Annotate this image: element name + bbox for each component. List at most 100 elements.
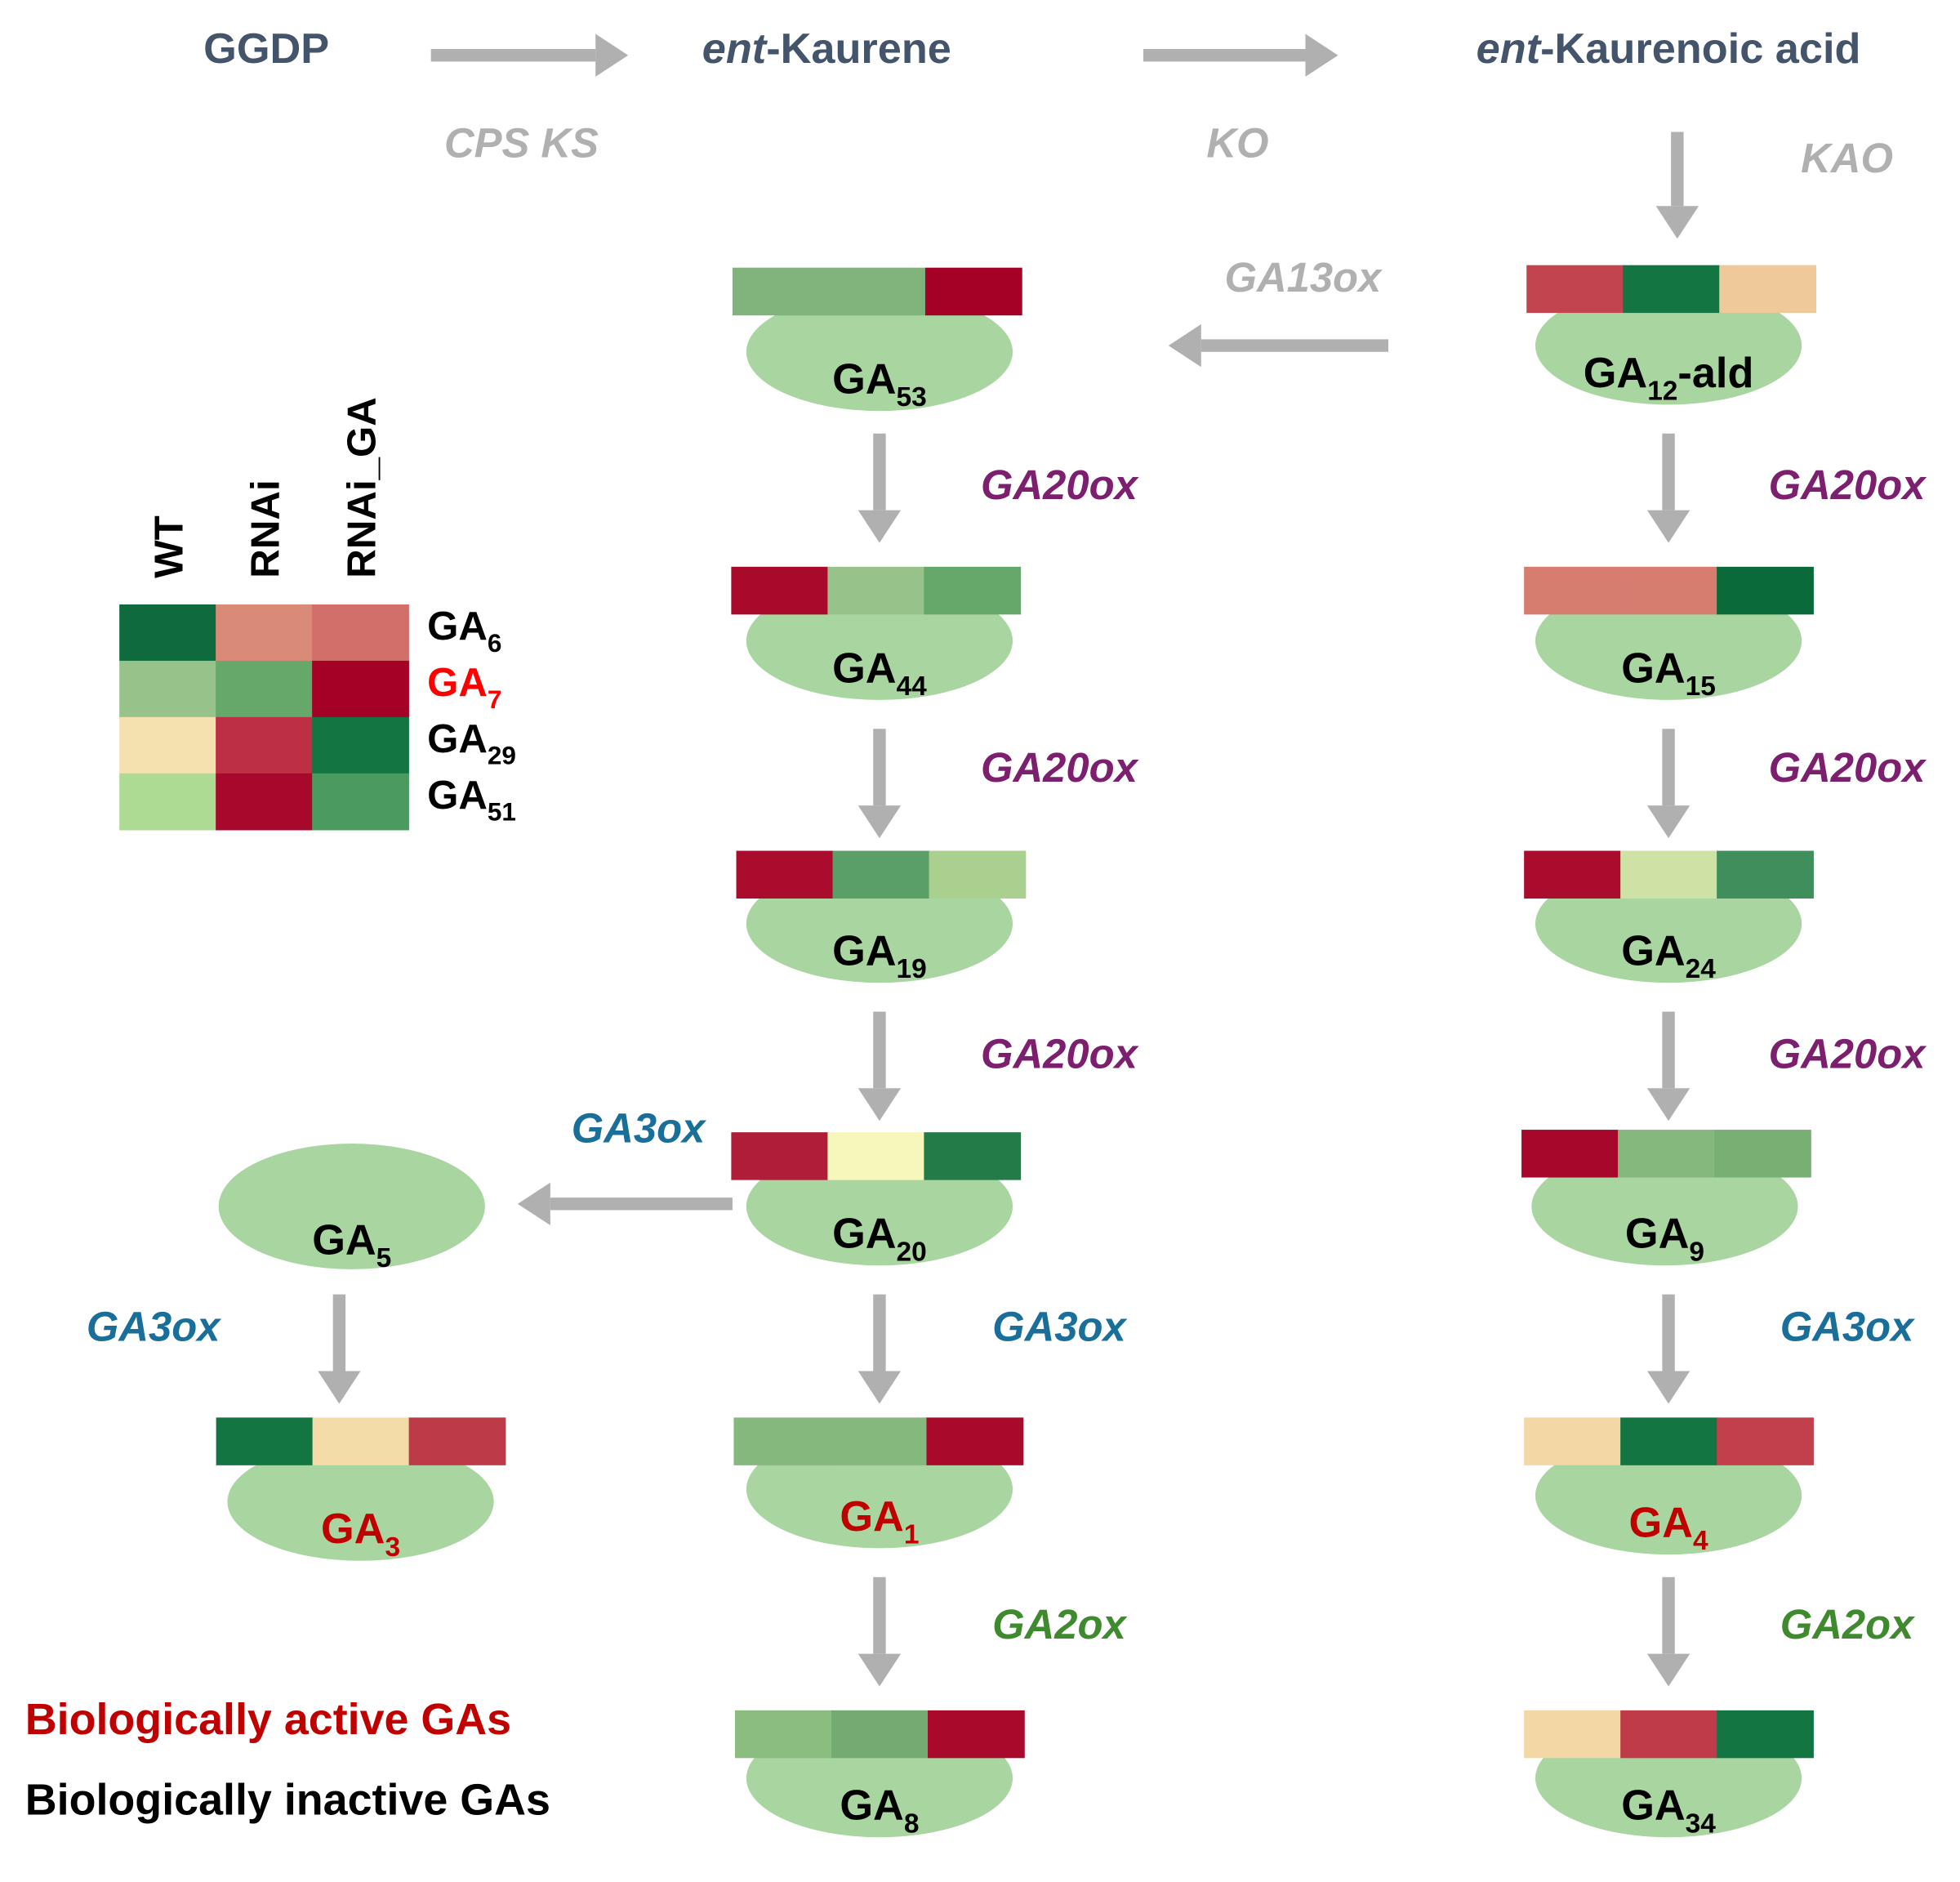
label-base: GA <box>427 604 488 649</box>
heat-cell <box>929 850 1027 899</box>
enzyme-label: GA3ox <box>87 1304 221 1350</box>
enzyme-label: GA20ox <box>981 744 1139 791</box>
heat-cell <box>312 1417 410 1465</box>
heat-cell <box>119 604 216 662</box>
label-base: GA <box>1621 1782 1685 1830</box>
row-label: GA6 <box>427 604 501 658</box>
compound-label: GGDP <box>203 25 329 73</box>
heat-cell <box>1714 1130 1811 1178</box>
label-subscript: 29 <box>488 741 516 770</box>
compound-label: GA53 <box>832 356 927 413</box>
compound-label: GA4 <box>1629 1500 1708 1557</box>
heat-cell <box>924 566 1022 615</box>
arrow-head <box>858 1653 902 1687</box>
compound-label: ent-Kaurenoic acid <box>1477 25 1861 73</box>
label-subscript: 15 <box>1686 671 1716 702</box>
arrow-head <box>1646 510 1690 543</box>
label-subscript: 6 <box>488 628 502 658</box>
legend-inactive: Biologically inactive GAs <box>25 1776 550 1825</box>
label-base: GA <box>840 1782 903 1830</box>
heat-cell <box>1717 1710 1814 1759</box>
heat-cell <box>216 716 313 774</box>
heat-cell <box>736 850 834 899</box>
arrow-head <box>858 1371 902 1404</box>
compound-label: GA12-ald <box>1584 350 1754 407</box>
enzyme-label: GA20ox <box>981 1031 1139 1077</box>
heat-cell <box>732 267 830 316</box>
compound-label: ent-Kaurene <box>702 25 951 73</box>
label-subscript: 9 <box>1689 1237 1704 1267</box>
label-base: GA <box>832 1211 896 1258</box>
arrow-head <box>858 510 902 543</box>
label-subscript: 20 <box>897 1237 927 1267</box>
label-base: GA <box>1584 350 1647 397</box>
heat-cell <box>1620 566 1717 615</box>
enzyme-label: GA13ox <box>1224 254 1383 301</box>
column-label: WT <box>147 515 192 578</box>
heat-cell <box>119 716 216 774</box>
heat-cell <box>1717 850 1814 899</box>
heat-cell <box>1524 1710 1621 1759</box>
enzyme-label: GA20ox <box>1769 1031 1927 1077</box>
arrow-head <box>1305 33 1339 77</box>
heat-cell <box>1719 265 1816 314</box>
compound-node <box>1535 286 1802 405</box>
compound-label: GA8 <box>840 1782 919 1840</box>
label-base: GA <box>832 356 896 404</box>
compound-label: GA15 <box>1621 644 1716 702</box>
compound-label: GA44 <box>832 644 927 702</box>
heat-cell <box>1717 1417 1814 1465</box>
label-subscript: 12 <box>1647 377 1677 407</box>
compound-label: GA20 <box>832 1211 927 1268</box>
label-base: GA <box>1621 644 1685 692</box>
label-subscript: 4 <box>1693 1526 1708 1556</box>
heat-cell <box>1521 1130 1619 1178</box>
label-suffix: -ald <box>1677 350 1753 397</box>
row-label: GA29 <box>427 716 516 770</box>
heat-cell <box>1620 1417 1717 1465</box>
heat-cell <box>312 660 409 718</box>
label-base: GA <box>312 1216 376 1264</box>
heat-cell <box>926 1417 1024 1465</box>
heat-cell <box>312 604 409 662</box>
heat-cell <box>1623 265 1720 314</box>
arrow-head <box>1655 206 1699 239</box>
arrow-head <box>1646 1088 1690 1122</box>
heat-cell <box>731 1132 829 1180</box>
heat-cell <box>735 1710 832 1759</box>
heat-cell <box>119 773 216 831</box>
compound-node <box>218 1144 485 1269</box>
compound-label: GA5 <box>312 1216 391 1273</box>
column-label: RNAi <box>243 479 288 578</box>
row-label: GA51 <box>427 773 516 827</box>
compound-label: GA24 <box>1621 928 1716 985</box>
heat-cell <box>924 267 1022 316</box>
heat-cell <box>1717 566 1814 615</box>
label-base: GA <box>840 1493 903 1541</box>
heat-cell <box>1524 1417 1621 1465</box>
enzyme-label: GA20ox <box>1769 462 1927 508</box>
label-subscript: 51 <box>488 797 516 827</box>
heat-cell <box>831 1710 929 1759</box>
arrow-head <box>1646 805 1690 839</box>
enzyme-label: KAO <box>1801 135 1893 181</box>
heat-cell <box>1620 1710 1717 1759</box>
heat-cell <box>216 1417 314 1465</box>
arrow-head <box>858 805 902 839</box>
arrow-head <box>1646 1653 1690 1687</box>
enzyme-label: GA20ox <box>981 462 1139 508</box>
label-subscript: 24 <box>1686 954 1717 984</box>
label-subscript: 1 <box>904 1520 920 1550</box>
name: -Kaurenoic acid <box>1540 25 1860 73</box>
heat-cell <box>830 1417 928 1465</box>
column-label: RNAi_GA <box>340 397 385 578</box>
heat-cell <box>733 1417 831 1465</box>
name: -Kaurene <box>766 25 951 73</box>
legend-active: Biologically active GAs <box>25 1695 511 1744</box>
label-subscript: 5 <box>376 1243 392 1273</box>
label-base: GA <box>321 1505 385 1553</box>
heat-cell <box>312 716 409 774</box>
arrow-head <box>858 1088 902 1122</box>
label-base: GA <box>427 660 488 705</box>
